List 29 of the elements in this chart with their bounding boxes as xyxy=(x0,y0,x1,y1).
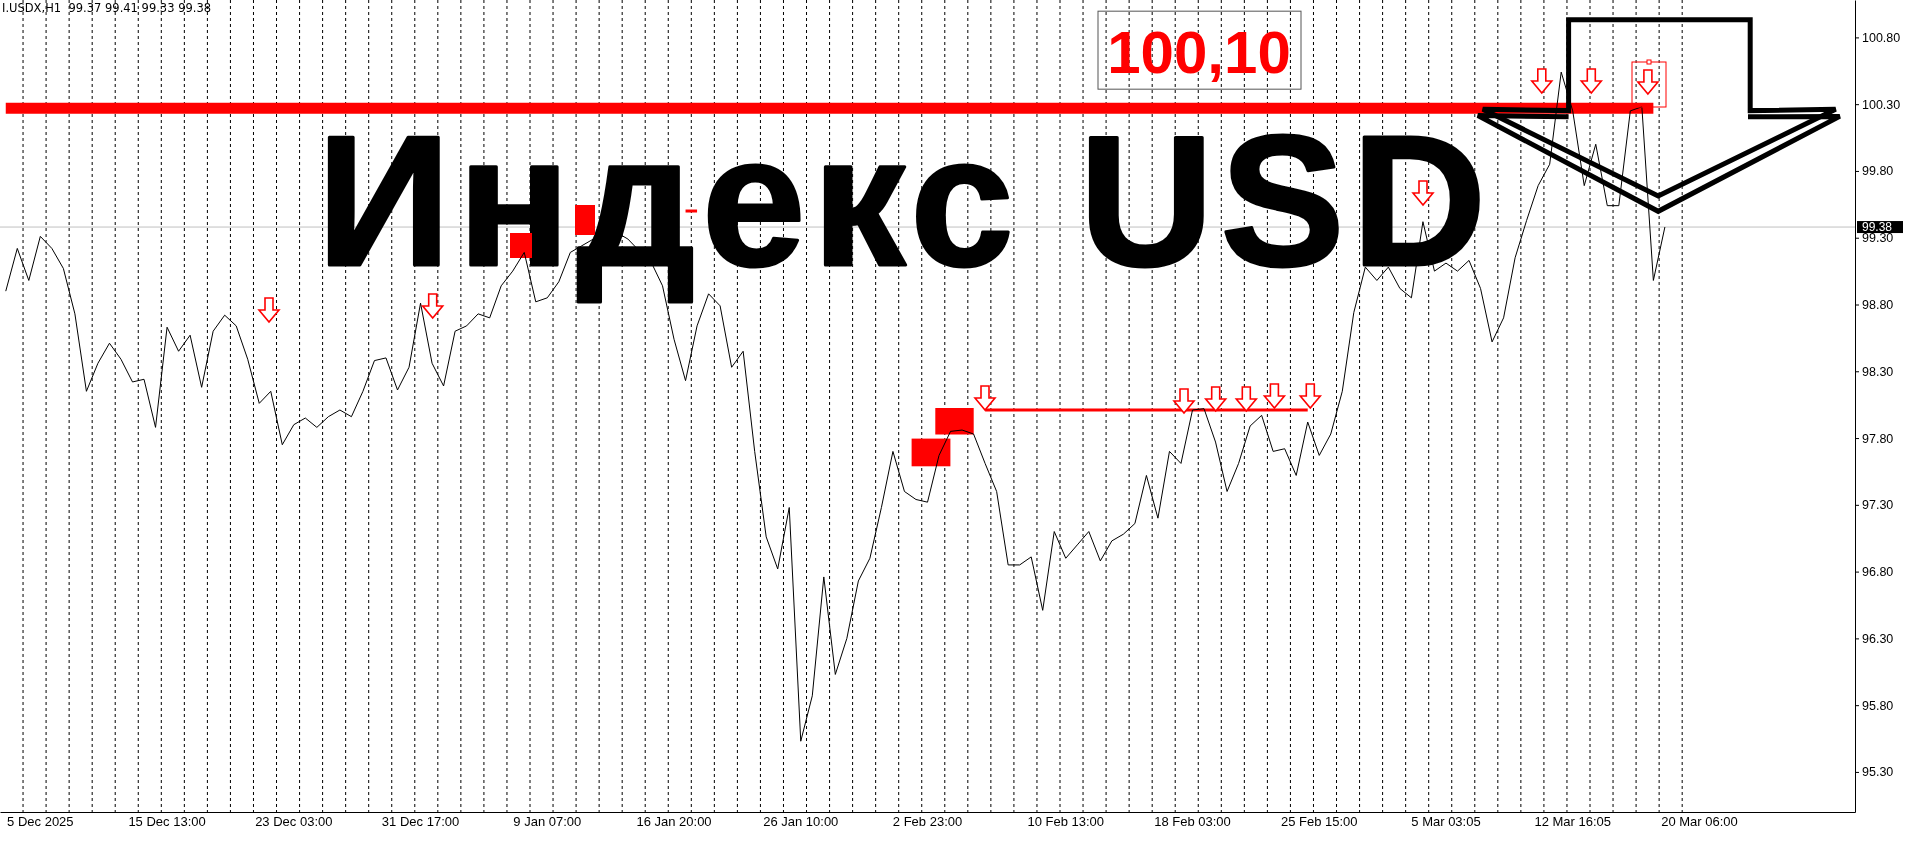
x-tick-label: 23 Dec 03:00 xyxy=(255,814,333,830)
x-tick-label: 12 Mar 16:05 xyxy=(1534,814,1612,830)
y-tick-label: 96.30 xyxy=(1862,631,1894,646)
x-tick-label: 15 Dec 13:00 xyxy=(128,814,206,830)
x-tick-label: 5 Dec 2025 xyxy=(7,814,74,830)
y-tick-label: 99.80 xyxy=(1862,164,1894,179)
y-tick-label: 100.30 xyxy=(1862,97,1901,112)
x-tick-label: 16 Jan 20:00 xyxy=(636,814,712,830)
x-tick-label: 9 Jan 07:00 xyxy=(513,814,582,830)
y-tick-label: 95.30 xyxy=(1862,765,1894,780)
x-tick-label: 31 Dec 17:00 xyxy=(381,814,460,830)
y-tick-label: 99.30 xyxy=(1862,231,1894,246)
x-tick-label: 10 Feb 13:00 xyxy=(1027,814,1105,830)
x-tick-label: 26 Jan 10:00 xyxy=(763,814,839,830)
x-tick-label: 5 Mar 03:05 xyxy=(1411,814,1481,830)
y-tick-label: 95.80 xyxy=(1862,698,1894,713)
y-tick-label: 98.30 xyxy=(1862,364,1894,379)
text: Индекс USD xyxy=(316,97,1494,304)
y-tick-label: 96.80 xyxy=(1862,565,1894,580)
y-tick-label: 98.80 xyxy=(1862,298,1894,312)
annotation: 100,10 xyxy=(1107,19,1291,87)
x-tick-label: 18 Feb 03:00 xyxy=(1154,814,1231,830)
x-tick-label: 25 Feb 15:00 xyxy=(1280,814,1358,830)
x-tick-label: 20 Mar 06:00 xyxy=(1661,814,1738,830)
x-tick-label: 2 Feb 23:00 xyxy=(892,814,963,830)
y-tick-label: 100.80 xyxy=(1862,30,1901,45)
y-tick-label: 97.30 xyxy=(1862,498,1894,513)
y-tick-label: 97.80 xyxy=(1862,431,1894,446)
chart-subtitle: I.USDX,H1 99.37 99.41 99.33 99.38 xyxy=(2,1,212,15)
